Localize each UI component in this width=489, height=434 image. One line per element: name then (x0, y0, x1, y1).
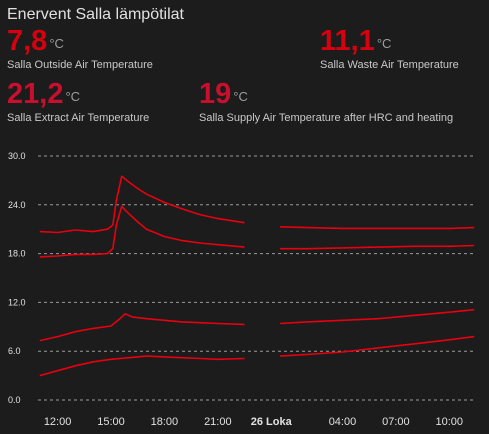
x-tick-label: 07:00 (382, 416, 410, 428)
y-tick-label: 24.0 (8, 200, 26, 210)
series-line-3[interactable] (280, 308, 475, 325)
extract-temperature-unit: °C (65, 89, 81, 104)
x-tick-label: 21:00 (204, 416, 232, 428)
extract-temperature-label: Salla Extract Air Temperature (7, 112, 150, 124)
supply-temperature-stat[interactable]: 19 °C Salla Supply Air Temperature after … (199, 78, 454, 125)
series-line-2[interactable] (39, 205, 245, 258)
waste-temperature-unit: °C (376, 36, 392, 51)
waste-temperature-value: 11,1 (320, 25, 375, 57)
outside-temperature-unit: °C (49, 36, 64, 51)
y-tick-label: 0.0 (8, 395, 21, 405)
y-tick-label: 12.0 (8, 297, 26, 307)
card-title[interactable]: Enervent Salla lämpötilat (7, 6, 184, 23)
y-tick-label: 6.0 (8, 346, 21, 356)
series-line-4[interactable] (39, 355, 245, 377)
x-tick-label: 15:00 (97, 416, 125, 428)
waste-temperature-stat[interactable]: 11,1 °C Salla Waste Air Temperature (320, 25, 459, 72)
outside-temperature-value: 7,8 (7, 25, 48, 57)
waste-temperature-label: Salla Waste Air Temperature (320, 59, 459, 71)
series-line-1[interactable] (280, 226, 475, 230)
x-tick-label: 04:00 (329, 416, 357, 428)
x-tick-label: 10:00 (436, 416, 464, 428)
x-tick-label: 12:00 (44, 416, 72, 428)
extract-temperature-value: 21,2 (7, 78, 64, 110)
series-line-1[interactable] (39, 175, 245, 234)
outside-temperature-stat[interactable]: 7,8 °C Salla Outside Air Temperature (7, 25, 153, 72)
x-tick-label: 18:00 (151, 416, 179, 428)
history-chart[interactable]: 0.0 6.0 12.0 18.0 24.0 30.0 12:00 15:00 18:00 21:… (0, 140, 489, 434)
outside-temperature-label: Salla Outside Air Temperature (7, 59, 153, 71)
supply-temperature-unit: °C (233, 89, 248, 104)
series-line-2[interactable] (280, 244, 475, 250)
y-tick-label: 30.0 (8, 151, 26, 161)
series-line-4[interactable] (280, 335, 475, 357)
x-tick-label: 26 Loka (251, 416, 293, 428)
extract-temperature-stat[interactable]: 21,2 °C Salla Extract Air Temperature (7, 78, 150, 125)
y-tick-label: 18.0 (8, 249, 26, 259)
series-line-3[interactable] (39, 313, 245, 342)
history-chart-container[interactable]: 0.0 6.0 12.0 18.0 24.0 30.0 12:00 15:00 18:00 21:… (0, 140, 489, 434)
supply-temperature-label: Salla Supply Air Temperature after HRC a… (199, 112, 454, 124)
supply-temperature-value: 19 (199, 78, 232, 110)
